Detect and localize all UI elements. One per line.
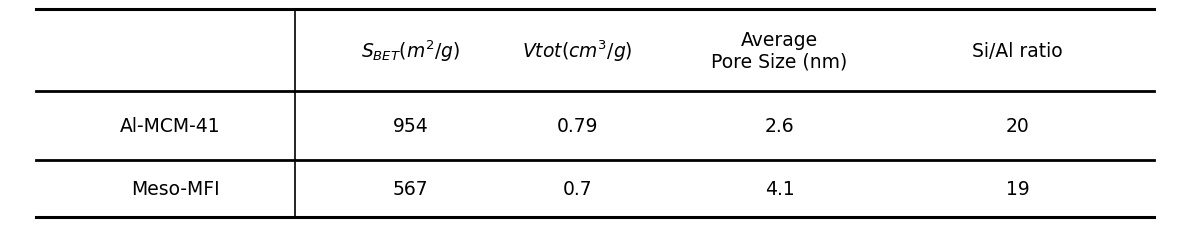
Text: Si/Al ratio: Si/Al ratio xyxy=(972,42,1063,61)
Text: 19: 19 xyxy=(1006,179,1029,198)
Text: $Vtot(cm^3/g)$: $Vtot(cm^3/g)$ xyxy=(522,38,632,64)
Text: 954: 954 xyxy=(393,116,428,136)
Text: Average
Pore Size (nm): Average Pore Size (nm) xyxy=(712,31,847,72)
Text: 0.7: 0.7 xyxy=(563,179,591,198)
Text: 20: 20 xyxy=(1006,116,1029,136)
Text: Al-MCM-41: Al-MCM-41 xyxy=(119,116,220,136)
Text: 567: 567 xyxy=(393,179,428,198)
Text: Meso-MFI: Meso-MFI xyxy=(132,179,220,198)
Text: 0.79: 0.79 xyxy=(557,116,597,136)
Text: 2.6: 2.6 xyxy=(765,116,794,136)
Text: 4.1: 4.1 xyxy=(765,179,795,198)
Text: $S_{BET}(m^2/g)$: $S_{BET}(m^2/g)$ xyxy=(361,38,461,64)
